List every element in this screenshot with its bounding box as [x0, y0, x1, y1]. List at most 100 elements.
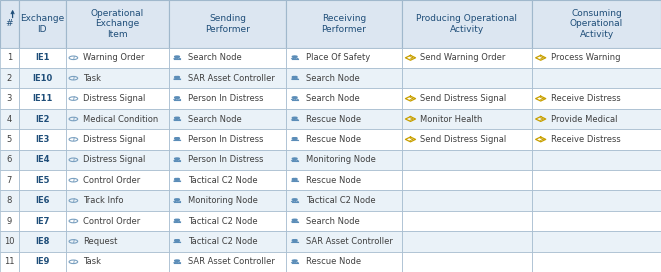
Text: i: i: [73, 198, 74, 203]
Text: Consuming
Operational
Activity: Consuming Operational Activity: [570, 9, 623, 39]
Circle shape: [176, 138, 179, 139]
Bar: [66, 211, 169, 231]
Text: Exchange
ID: Exchange ID: [20, 14, 64, 33]
Circle shape: [175, 158, 177, 159]
Text: Task: Task: [83, 74, 100, 83]
Text: 9: 9: [7, 217, 12, 225]
Circle shape: [175, 97, 177, 98]
Bar: [0, 150, 19, 170]
Text: Rescue Node: Rescue Node: [306, 257, 361, 266]
Circle shape: [294, 158, 297, 159]
Text: IE6: IE6: [35, 196, 50, 205]
Bar: [532, 252, 661, 272]
Circle shape: [294, 138, 297, 139]
Bar: [66, 252, 169, 272]
Text: 4: 4: [7, 115, 12, 123]
Circle shape: [292, 76, 295, 78]
Circle shape: [294, 260, 297, 261]
Circle shape: [176, 97, 179, 98]
Bar: [286, 170, 402, 190]
Text: IE9: IE9: [35, 257, 50, 266]
Text: IE5: IE5: [35, 176, 50, 185]
Text: Provide Medical: Provide Medical: [551, 115, 617, 123]
Text: 10: 10: [4, 237, 15, 246]
Bar: [169, 231, 286, 252]
Circle shape: [176, 56, 179, 57]
Circle shape: [292, 240, 295, 241]
Bar: [0, 48, 19, 68]
Bar: [19, 231, 66, 252]
Text: i: i: [73, 76, 74, 81]
Bar: [286, 150, 402, 170]
Bar: [286, 252, 402, 272]
Circle shape: [175, 199, 177, 200]
Bar: [0, 68, 19, 88]
Bar: [169, 252, 286, 272]
Circle shape: [176, 240, 179, 241]
Circle shape: [292, 199, 295, 200]
Text: Monitor Health: Monitor Health: [420, 115, 483, 123]
Circle shape: [292, 97, 295, 98]
Bar: [402, 252, 532, 272]
Circle shape: [175, 117, 177, 118]
Circle shape: [176, 178, 179, 180]
Text: Search Node: Search Node: [306, 74, 360, 83]
Bar: [0, 170, 19, 190]
Text: Operational
Exchange
Item: Operational Exchange Item: [91, 9, 144, 39]
Circle shape: [175, 76, 177, 78]
Circle shape: [292, 117, 295, 118]
Text: IE4: IE4: [35, 155, 50, 164]
Bar: [402, 190, 532, 211]
Text: i: i: [73, 117, 74, 122]
Text: IE11: IE11: [32, 94, 52, 103]
Circle shape: [294, 76, 297, 78]
Text: Control Order: Control Order: [83, 217, 140, 225]
Bar: [0, 88, 19, 109]
Text: SAR Asset Controller: SAR Asset Controller: [188, 257, 275, 266]
Text: IE7: IE7: [35, 217, 50, 225]
Text: Send Warning Order: Send Warning Order: [420, 53, 506, 62]
Text: Place Of Safety: Place Of Safety: [306, 53, 370, 62]
Circle shape: [175, 219, 177, 220]
Bar: [532, 170, 661, 190]
Text: 5: 5: [7, 135, 12, 144]
Text: 11: 11: [4, 257, 15, 266]
Text: i: i: [73, 178, 74, 183]
Text: Person In Distress: Person In Distress: [188, 135, 264, 144]
Text: i: i: [73, 219, 74, 224]
Bar: [19, 252, 66, 272]
Text: Tactical C2 Node: Tactical C2 Node: [188, 237, 258, 246]
Circle shape: [175, 260, 177, 261]
Text: 2: 2: [7, 74, 12, 83]
Bar: [532, 150, 661, 170]
Text: Distress Signal: Distress Signal: [83, 155, 145, 164]
Bar: [286, 190, 402, 211]
Text: #: #: [5, 19, 13, 28]
Bar: [66, 0, 169, 48]
Bar: [402, 129, 532, 150]
Bar: [402, 150, 532, 170]
Text: SAR Asset Controller: SAR Asset Controller: [188, 74, 275, 83]
Bar: [169, 211, 286, 231]
Bar: [19, 88, 66, 109]
Bar: [532, 231, 661, 252]
Bar: [66, 88, 169, 109]
Text: Tactical C2 Node: Tactical C2 Node: [188, 176, 258, 185]
Circle shape: [294, 240, 297, 241]
Bar: [402, 88, 532, 109]
Circle shape: [176, 158, 179, 159]
Circle shape: [292, 138, 295, 139]
Text: Tactical C2 Node: Tactical C2 Node: [306, 196, 375, 205]
Bar: [532, 211, 661, 231]
Bar: [402, 48, 532, 68]
Bar: [286, 68, 402, 88]
Bar: [402, 109, 532, 129]
Text: IE10: IE10: [32, 74, 52, 83]
Text: Tactical C2 Node: Tactical C2 Node: [188, 217, 258, 225]
Text: Task: Task: [83, 257, 100, 266]
Circle shape: [292, 56, 295, 57]
Text: Distress Signal: Distress Signal: [83, 94, 145, 103]
Bar: [0, 129, 19, 150]
Bar: [169, 0, 286, 48]
Bar: [286, 0, 402, 48]
